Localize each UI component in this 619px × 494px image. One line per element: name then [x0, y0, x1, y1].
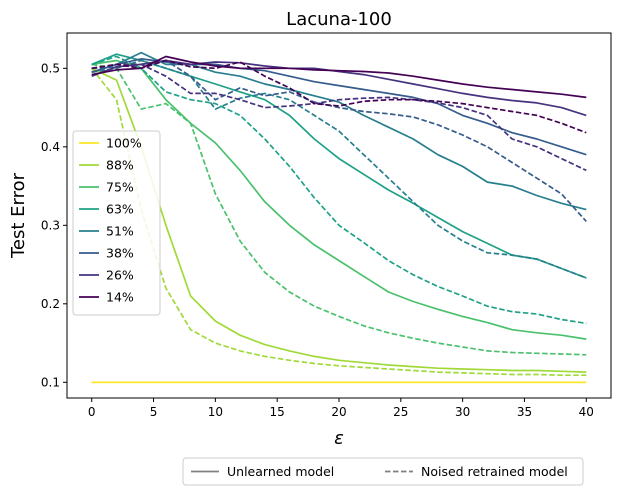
legend-label: 75% — [106, 180, 134, 195]
legend-label: 51% — [106, 224, 134, 239]
percent-legend: 100% 88% 75% 63% 51% 38% 26% 14% — [72, 130, 161, 316]
series-line-63pct-dashed — [91, 55, 587, 325]
y-tick-label: 0.5 — [41, 61, 60, 75]
series-line-88pct-dashed — [91, 67, 587, 377]
style-legend: Unlearned model Noised retrained model — [182, 457, 584, 486]
legend-label: 100% — [106, 136, 142, 151]
legend-label: 26% — [106, 268, 134, 283]
x-tick-label: 15 — [270, 405, 285, 419]
y-tick-label: 0.3 — [41, 218, 60, 232]
y-axis-label: Test Error — [8, 172, 29, 259]
y-tick-label: 0.4 — [41, 140, 60, 154]
series-layer — [91, 51, 587, 384]
x-axis-label: ε — [334, 428, 344, 449]
series-line-75pct-solid — [91, 59, 587, 340]
x-tick-label: 30 — [455, 405, 470, 419]
series-line-51pct-dashed — [91, 59, 587, 279]
legend-label: 88% — [106, 158, 134, 173]
y-tick-label: 0.2 — [41, 297, 60, 311]
legend-label: 63% — [106, 202, 134, 217]
series-line-75pct-dashed — [91, 63, 587, 356]
y-axis-ticks: 0.1 0.2 0.3 0.4 0.5 — [41, 61, 67, 389]
legend-label: 38% — [106, 246, 134, 261]
style-legend-frame — [182, 457, 584, 486]
x-tick-label: 35 — [517, 405, 532, 419]
legend-label: 14% — [106, 290, 134, 305]
x-tick-label: 40 — [579, 405, 594, 419]
series-line-51pct-solid — [91, 51, 587, 211]
chart-title: Lacuna-100 — [286, 9, 392, 30]
series-line-14pct-solid — [91, 55, 587, 99]
percent-legend-frame — [72, 130, 161, 316]
legend-label: Noised retrained model — [421, 464, 568, 479]
x-tick-label: 25 — [393, 405, 408, 419]
x-axis-ticks: 0 5 10 15 20 25 30 35 40 — [88, 398, 594, 419]
x-tick-label: 0 — [88, 405, 96, 419]
x-tick-label: 5 — [150, 405, 158, 419]
y-tick-label: 0.1 — [41, 375, 60, 389]
series-line-14pct-dashed — [91, 59, 587, 134]
series-line-63pct-solid — [91, 53, 587, 279]
legend-label: Unlearned model — [227, 464, 334, 479]
series-line-38pct-dashed — [91, 59, 587, 222]
x-tick-label: 20 — [331, 405, 346, 419]
series-line-88pct-solid — [91, 67, 587, 373]
x-tick-label: 10 — [208, 405, 223, 419]
series-line-26pct-dashed — [91, 63, 587, 172]
